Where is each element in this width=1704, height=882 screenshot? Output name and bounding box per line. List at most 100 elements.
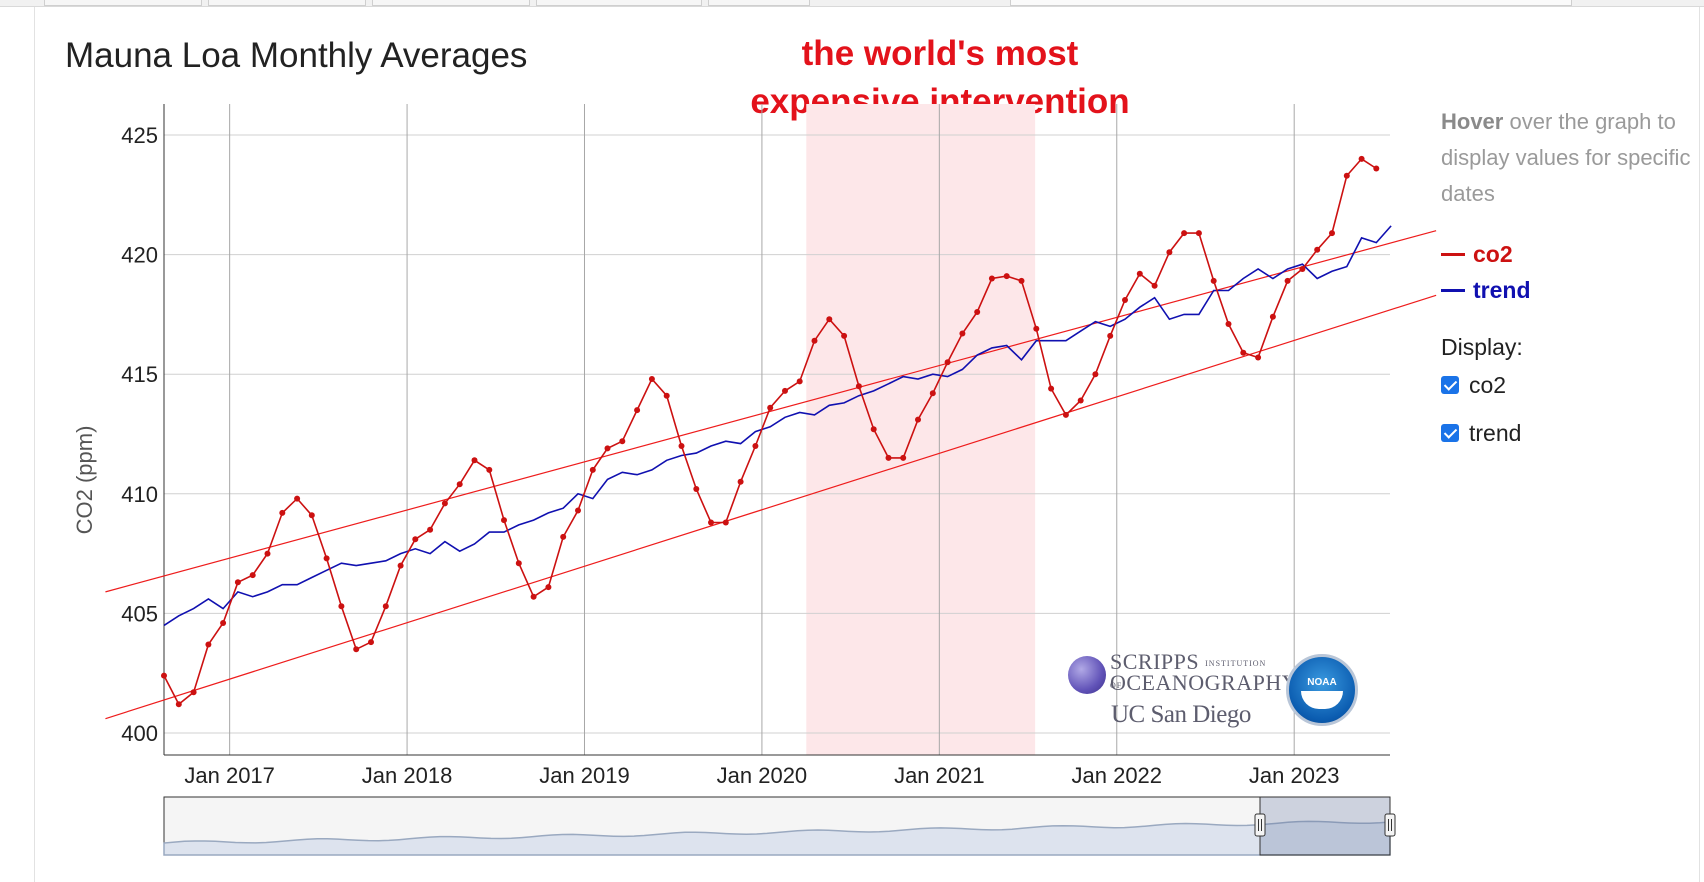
navigator-selection: [1259, 796, 1391, 856]
tab[interactable]: [44, 0, 202, 6]
scripps-name: SCRIPPS: [1110, 649, 1200, 674]
noaa-logo: NOAA: [1286, 654, 1358, 726]
x-tick-label: Jan 2023: [1249, 763, 1340, 788]
checkbox-co2-box[interactable]: [1441, 376, 1459, 394]
annotation-line-1: the world's most: [801, 34, 1079, 73]
tab[interactable]: [1010, 0, 1572, 6]
co2-point: [264, 550, 271, 557]
co2-point: [782, 387, 788, 394]
checkbox-co2[interactable]: co2: [1441, 361, 1691, 409]
co2-point: [1210, 277, 1217, 284]
co2-point: [1107, 332, 1114, 339]
x-tick-label: Jan 2022: [1072, 763, 1163, 788]
navigator-handle[interactable]: [1384, 813, 1396, 837]
globe-icon: [1068, 656, 1106, 694]
co2-point: [1195, 230, 1202, 237]
browser-tab-strip: [0, 0, 1704, 7]
tab[interactable]: [536, 0, 702, 6]
y-tick-label: 400: [121, 721, 158, 746]
co2-point: [471, 457, 478, 464]
display-label: Display:: [1441, 334, 1523, 360]
co2-point: [1003, 273, 1010, 280]
legend-co2: co2: [1441, 236, 1691, 272]
co2-point: [1269, 313, 1276, 320]
noaa-logo-text: NOAA: [1307, 677, 1337, 688]
x-tick-label: Jan 2018: [362, 763, 453, 788]
scripps-oceanography: OCEANOGRAPHY: [1110, 670, 1299, 695]
co2-point: [959, 330, 966, 337]
co2-point: [1284, 277, 1291, 284]
co2-point: [456, 481, 463, 488]
co2-point: [1166, 249, 1173, 256]
scripps-institution: INSTITUTION OF: [1110, 658, 1267, 690]
noaa-bird-icon: [1301, 691, 1343, 709]
co2-point: [1343, 172, 1350, 179]
co2-point: [1122, 297, 1128, 303]
hover-hint-text: over the graph to display values for spe…: [1441, 109, 1691, 206]
navigator-handle[interactable]: [1254, 813, 1266, 837]
co2-chart[interactable]: 400 405 410 415 420 425 Jan 2017 Jan 2018 Jan 2…: [0, 0, 1440, 882]
co2-point: [663, 392, 670, 399]
x-tick-label: Jan 2021: [894, 763, 985, 788]
co2-point: [1181, 230, 1188, 237]
co2-point: [205, 641, 212, 648]
co2-point: [1048, 385, 1055, 392]
co2-point: [338, 603, 345, 610]
x-tick-label: Jan 2017: [184, 763, 275, 788]
y-tick-label: 405: [121, 601, 158, 626]
checkbox-trend[interactable]: trend: [1441, 409, 1691, 457]
co2-point: [353, 646, 360, 653]
co2-point: [693, 486, 700, 492]
co2-point: [234, 579, 241, 586]
legend-trend-swatch: [1441, 288, 1465, 292]
co2-point: [1092, 371, 1099, 378]
co2-point: [796, 378, 803, 385]
y-axis-label: CO2 (ppm): [72, 426, 97, 535]
legend-trend: trend: [1441, 272, 1691, 308]
co2-point: [708, 519, 714, 526]
co2-point: [1062, 411, 1069, 418]
co2-point: [1225, 321, 1232, 327]
trend-line: [163, 225, 1392, 627]
tab[interactable]: [372, 0, 530, 6]
co2-point: [1373, 165, 1380, 172]
scripps-logo: SCRIPPS INSTITUTION OF OCEANOGRAPHY: [1068, 649, 1298, 700]
tab[interactable]: [208, 0, 366, 6]
co2-point: [1314, 246, 1321, 253]
co2-point: [737, 478, 744, 485]
co2-point: [604, 445, 611, 452]
co2-point: [1358, 155, 1365, 162]
co2-point: [1240, 349, 1247, 356]
co2-point: [1255, 354, 1262, 361]
checkbox-trend-box[interactable]: [1441, 424, 1459, 442]
co2-point: [619, 438, 626, 445]
tab[interactable]: [708, 0, 810, 6]
legend-trend-label: trend: [1473, 276, 1531, 303]
co2-point: [190, 689, 197, 696]
co2-point: [988, 275, 995, 282]
sidebar: Hover over the graph to display values f…: [1441, 104, 1691, 457]
co2-point: [589, 466, 596, 473]
co2-point: [294, 495, 301, 502]
co2-point: [811, 337, 818, 344]
co2-point: [855, 383, 862, 390]
ucsd-logo: UC San Diego: [1111, 701, 1251, 728]
co2-point: [648, 376, 655, 382]
co2-point: [915, 416, 921, 423]
co2-line: [163, 157, 1377, 706]
y-tick-label: 420: [121, 243, 158, 268]
co2-point: [368, 639, 374, 646]
co2-point: [634, 407, 641, 414]
co2-point: [722, 519, 729, 526]
co2-point: [427, 526, 434, 533]
hover-hint: Hover over the graph to display values f…: [1441, 104, 1691, 212]
co2-point: [767, 404, 774, 411]
co2-point: [486, 466, 493, 473]
co2-point: [1077, 397, 1084, 404]
x-tick-label: Jan 2020: [717, 763, 808, 788]
co2-point: [885, 454, 892, 461]
co2-point: [944, 359, 951, 366]
co2-point: [530, 593, 537, 600]
co2-point: [1136, 270, 1143, 277]
co2-point: [308, 512, 315, 519]
